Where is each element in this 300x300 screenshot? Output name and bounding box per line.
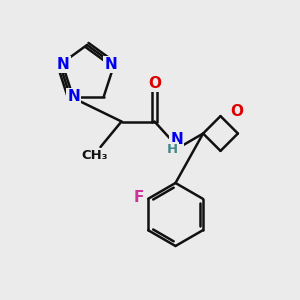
Text: N: N: [68, 89, 80, 104]
Text: O: O: [148, 76, 162, 91]
Text: CH₃: CH₃: [82, 149, 108, 162]
Text: H: H: [166, 143, 178, 156]
Text: O: O: [230, 104, 244, 119]
Text: N: N: [170, 132, 183, 147]
Text: F: F: [134, 190, 144, 205]
Text: N: N: [104, 57, 117, 72]
Text: N: N: [57, 57, 70, 72]
